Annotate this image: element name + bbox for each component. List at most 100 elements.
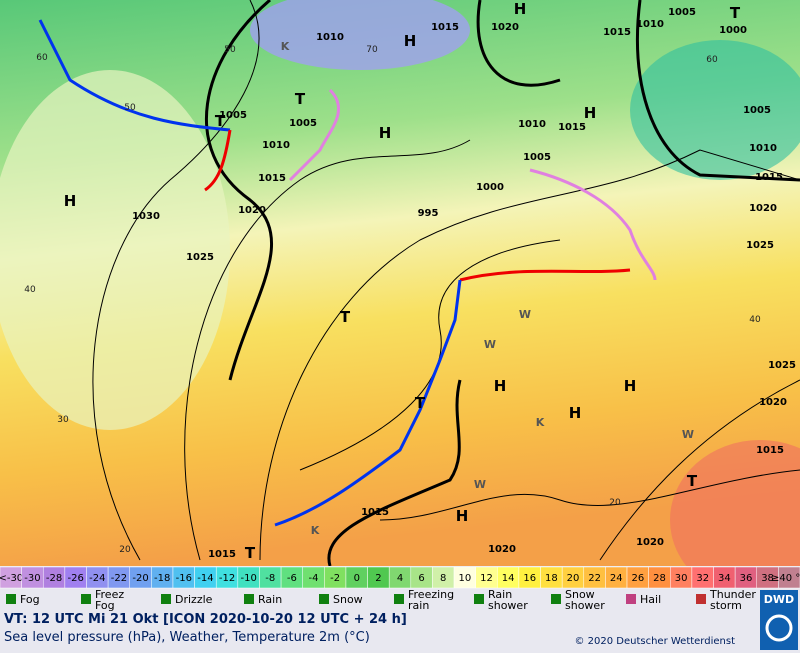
color-label: 34 <box>718 573 731 584</box>
warm-front <box>204 129 232 192</box>
contour-label: 50 <box>124 103 136 113</box>
pressure-system: W <box>484 338 496 351</box>
color-label: 2 <box>375 573 381 584</box>
isobar-label: 1010 <box>262 140 290 151</box>
weather-label: Rain shower <box>488 588 528 612</box>
color-label: 22 <box>588 573 601 584</box>
contour-label: 40 <box>24 285 36 295</box>
color-label: -2 <box>330 573 340 584</box>
isobar-label: 995 <box>418 208 439 219</box>
pressure-system: H <box>569 404 582 422</box>
color-label: 26 <box>631 573 644 584</box>
color-label: -14 <box>197 573 213 584</box>
pressure-system: K <box>536 416 545 429</box>
color-label: -4 <box>309 573 319 584</box>
warm-area <box>670 440 800 600</box>
pressure-system: T <box>415 394 426 412</box>
pressure-system: W <box>682 428 694 441</box>
isobar-label: 1000 <box>719 25 747 36</box>
weather-icon <box>161 594 171 604</box>
isobar-label: 1020 <box>759 397 787 408</box>
isobar-label: 1005 <box>523 152 551 163</box>
main-isobars <box>205 0 800 567</box>
cold-front <box>274 279 462 527</box>
pressure-system: T <box>215 112 226 130</box>
weather-icon <box>696 594 706 604</box>
isobar-label: 1020 <box>238 205 266 216</box>
weather-label: Drizzle <box>175 593 213 606</box>
isobar-label: 1015 <box>208 549 236 560</box>
pressure-system: T <box>340 308 351 326</box>
isobar-label: 1030 <box>132 211 160 222</box>
isobar-label: 1010 <box>749 143 777 154</box>
valid-time: VT: 12 UTC Mi 21 Okt [ICON 2020-10-20 12… <box>4 612 407 627</box>
color-label: 36 <box>740 573 753 584</box>
isobar-label: 1015 <box>603 27 631 38</box>
color-label: -16 <box>176 573 192 584</box>
contour-label: 40 <box>749 315 761 325</box>
isobar-label: 1020 <box>636 537 664 548</box>
pressure-system: K <box>311 524 320 537</box>
weather-label: Thunder storm <box>709 588 756 612</box>
color-label: -10 <box>240 573 256 584</box>
contour-label: 20 <box>609 498 621 508</box>
isobar-label: 1015 <box>431 22 459 33</box>
isobar-label: 1020 <box>488 544 516 555</box>
isobar-label: 1015 <box>258 173 286 184</box>
color-label: 28 <box>653 573 666 584</box>
color-label: 4 <box>397 573 403 584</box>
color-label: 38 <box>761 573 774 584</box>
pressure-system: H <box>379 124 392 142</box>
color-label: 8 <box>440 573 446 584</box>
contour-label: 20 <box>119 545 131 555</box>
contour-label: 30 <box>57 415 69 425</box>
isobar-label: 1025 <box>768 360 796 371</box>
isobar-label: 1005 <box>668 7 696 18</box>
color-label: -30 <box>24 573 40 584</box>
weather-label: Hail <box>640 593 661 606</box>
isobar-label: 1010 <box>636 19 664 30</box>
description: Sea level pressure (hPa), Weather, Tempe… <box>4 630 370 645</box>
color-label: -24 <box>89 573 105 584</box>
weather-label: Snow shower <box>565 588 605 612</box>
pressure-system: T <box>730 4 741 22</box>
color-label: 32 <box>696 573 709 584</box>
weather-label: Snow <box>333 593 363 606</box>
weather-icon <box>319 594 329 604</box>
isobar-label: 1010 <box>316 32 344 43</box>
pressure-system: H <box>64 192 77 210</box>
pressure-system: H <box>584 104 597 122</box>
weather-icon <box>6 594 16 604</box>
isobar-label: 1015 <box>755 172 783 183</box>
pressure-system: T <box>245 544 256 562</box>
color-label: 10 <box>458 573 471 584</box>
weather-label: Rain <box>258 593 282 606</box>
isobar-label: 1015 <box>558 122 586 133</box>
isobar-label: 1000 <box>476 182 504 193</box>
pressure-system: T <box>295 90 306 108</box>
occlusion <box>288 88 341 182</box>
isobar-label: 1005 <box>743 105 771 116</box>
isobar-label: 1015 <box>756 445 784 456</box>
contour-label: 50 <box>224 45 236 55</box>
color-label: 6 <box>418 573 424 584</box>
color-label: 18 <box>545 573 558 584</box>
color-label: 16 <box>523 573 536 584</box>
warm-front <box>459 268 631 282</box>
isobar-label: 1020 <box>749 203 777 214</box>
isobar-label: 1015 <box>361 507 389 518</box>
isobar-label: 1005 <box>219 110 247 121</box>
isobars <box>92 0 800 561</box>
color-label: ≥40 °C <box>771 573 800 584</box>
color-label: 24 <box>610 573 623 584</box>
color-label: -18 <box>154 573 170 584</box>
color-label: -20 <box>132 573 148 584</box>
color-label: 14 <box>502 573 515 584</box>
pressure-system: T <box>687 472 698 490</box>
weather-label: Fog <box>20 593 40 606</box>
contour-label: 60 <box>706 55 718 65</box>
isobar-label: 1010 <box>518 119 546 130</box>
color-label: -28 <box>46 573 62 584</box>
